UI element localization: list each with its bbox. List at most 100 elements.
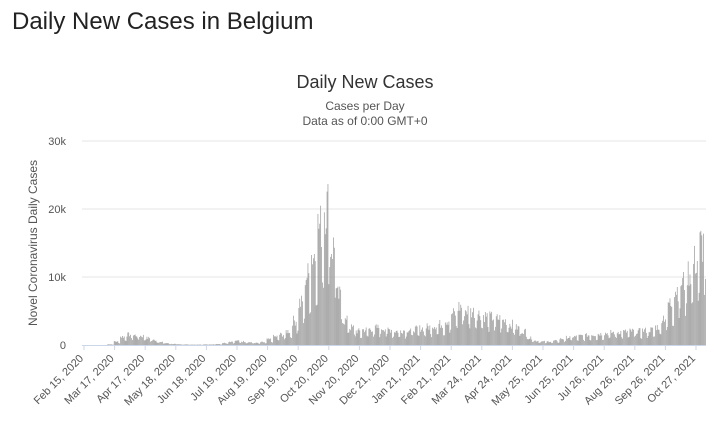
bar <box>349 328 351 345</box>
bar <box>483 315 484 345</box>
bar <box>650 327 652 345</box>
bar <box>394 332 396 345</box>
bar <box>626 330 628 345</box>
bar <box>376 327 378 345</box>
bar <box>109 344 110 345</box>
bar <box>362 329 363 345</box>
bar <box>636 333 638 345</box>
bar <box>672 325 674 345</box>
bar <box>385 336 387 345</box>
chart-data-timestamp: Data as of 0:00 GMT+0 <box>302 114 428 128</box>
bar <box>492 320 493 345</box>
bar <box>324 234 326 345</box>
bar <box>145 339 147 345</box>
bar <box>689 274 691 345</box>
bar <box>487 327 489 345</box>
bar <box>171 343 172 345</box>
bar <box>353 334 355 345</box>
bar <box>396 330 398 345</box>
bar <box>166 343 168 345</box>
bar <box>488 331 490 345</box>
bar <box>680 286 682 345</box>
bar <box>470 308 472 345</box>
bar <box>512 319 513 345</box>
bar <box>678 318 680 345</box>
bar <box>444 322 446 345</box>
bar <box>630 329 632 345</box>
bar <box>161 342 162 345</box>
bar <box>215 344 217 345</box>
bar <box>282 336 283 345</box>
bar <box>594 336 595 345</box>
y-axis-ticks: 0 10k 20k 30k <box>48 136 66 352</box>
bar <box>309 313 311 345</box>
bar <box>518 326 520 345</box>
bar <box>330 256 332 345</box>
bar <box>234 340 236 345</box>
bar <box>649 332 651 345</box>
bar <box>364 330 366 345</box>
bar <box>520 333 522 345</box>
bar <box>347 332 349 345</box>
bar <box>249 342 251 345</box>
bar <box>399 336 401 345</box>
bar <box>411 334 412 345</box>
bar <box>263 342 264 345</box>
bar <box>589 339 591 345</box>
bar <box>114 341 116 345</box>
gridlines <box>82 140 706 278</box>
bar <box>305 280 307 345</box>
bar <box>118 342 120 345</box>
bar <box>272 342 273 345</box>
bar <box>139 337 141 345</box>
bar <box>504 319 506 345</box>
bar <box>468 324 470 345</box>
bar <box>252 343 253 345</box>
bar <box>334 297 336 345</box>
bar <box>611 332 613 345</box>
bar <box>510 326 512 345</box>
bar <box>524 328 526 345</box>
bar <box>603 339 604 345</box>
bar <box>655 325 656 345</box>
bar <box>514 334 515 345</box>
bar <box>504 322 505 345</box>
bar <box>389 329 391 345</box>
bar <box>474 317 475 345</box>
bar <box>283 335 284 345</box>
bar <box>243 340 244 345</box>
bar <box>363 332 365 345</box>
bar <box>116 341 118 345</box>
bar <box>156 342 158 345</box>
bar <box>150 341 151 345</box>
bar <box>556 341 558 345</box>
bar <box>317 213 319 345</box>
bar <box>554 340 555 345</box>
bar <box>479 316 481 345</box>
bar <box>211 344 212 345</box>
bar <box>292 325 293 345</box>
bar <box>303 318 305 345</box>
bar <box>402 333 403 345</box>
bar <box>155 340 157 345</box>
bar <box>162 343 164 345</box>
bar <box>243 342 245 345</box>
bar <box>186 344 188 345</box>
bar <box>275 337 277 345</box>
bar <box>367 336 369 345</box>
bar <box>303 323 304 345</box>
bar <box>434 326 435 345</box>
bar <box>434 329 436 345</box>
bar <box>348 332 350 345</box>
bar <box>663 315 664 345</box>
bar <box>141 336 142 345</box>
bar <box>382 330 383 345</box>
bar <box>515 324 517 345</box>
bar <box>323 212 325 345</box>
bar <box>687 261 689 345</box>
bar <box>127 332 129 345</box>
bar <box>222 343 223 345</box>
bar <box>321 247 322 345</box>
bar <box>661 323 663 345</box>
bar <box>255 342 257 345</box>
